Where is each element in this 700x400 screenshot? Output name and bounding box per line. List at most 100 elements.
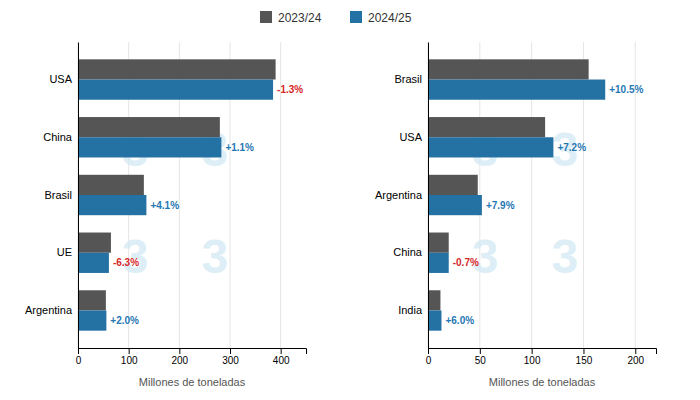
tick: 400 <box>273 348 290 366</box>
tick-label: 200 <box>171 355 188 366</box>
panel: 3333+6.0%-0.7%+7.9%+7.2%+10.5%0501001502… <box>375 42 657 388</box>
x-axis: 0 50 100 150 200 <box>426 348 657 366</box>
bar <box>78 310 106 330</box>
bar <box>78 253 109 273</box>
tick-label: 300 <box>222 355 239 366</box>
bar <box>78 117 220 137</box>
bar <box>428 290 440 310</box>
pct-label: +7.2% <box>557 142 586 153</box>
watermark: 3 <box>201 230 228 283</box>
tick-mark <box>532 348 533 354</box>
tick-label: UE <box>57 246 72 258</box>
tick: USA <box>49 73 78 85</box>
tick: 0 <box>76 348 82 366</box>
tick: 200 <box>171 348 188 366</box>
tick-mark <box>179 348 180 354</box>
tick-label: 50 <box>475 355 487 366</box>
bar <box>428 59 589 79</box>
pct-label: -0.7% <box>453 257 479 268</box>
tick-label: 400 <box>273 355 290 366</box>
tick-label: 200 <box>627 355 644 366</box>
annotations: +6.0% -0.7% +7.9% +7.2% +10.5% <box>445 84 643 326</box>
tick-mark <box>129 348 130 354</box>
bar <box>428 80 605 100</box>
pct-label: +10.5% <box>609 84 643 95</box>
tick-label: 0 <box>76 355 82 366</box>
tick: 0 <box>426 348 432 366</box>
bar <box>428 233 449 253</box>
tick: 100 <box>524 348 541 366</box>
y-axis: Brasil USA Argentina China India <box>375 43 429 349</box>
bar-series <box>78 59 276 310</box>
tick-label: USA <box>399 131 422 143</box>
watermark: 3 <box>122 230 149 283</box>
bar <box>78 59 276 79</box>
bar <box>78 80 273 100</box>
x-axis-title: Millones de toneladas <box>139 376 246 388</box>
tick-label: 150 <box>576 355 593 366</box>
pct-label: +4.1% <box>150 200 179 211</box>
tick: 200 <box>627 348 644 366</box>
pct-label: +1.1% <box>225 142 254 153</box>
tick: Argentina <box>25 304 78 316</box>
bar-series <box>428 80 605 331</box>
tick-label: China <box>393 246 423 258</box>
tick-label: 100 <box>524 355 541 366</box>
bar <box>428 310 441 330</box>
tick-mark <box>635 348 636 354</box>
tick: China <box>393 246 428 258</box>
x-axis: 0 100 200 300 400 <box>76 348 307 366</box>
tick-label: India <box>398 304 423 316</box>
tick-label: Argentina <box>375 189 423 201</box>
tick: 150 <box>576 348 593 366</box>
axis-line <box>78 43 79 349</box>
bar <box>78 195 146 215</box>
tick-mark <box>78 348 79 354</box>
bar <box>428 253 449 273</box>
tick: 100 <box>121 348 138 366</box>
bar <box>428 137 553 157</box>
tick: Argentina <box>375 189 428 201</box>
bars <box>78 59 276 330</box>
tick-mark <box>428 348 429 354</box>
watermark: 3 <box>472 230 499 283</box>
pct-label: +7.9% <box>486 200 515 211</box>
legend-label: 2023/24 <box>278 11 322 25</box>
legend-swatch <box>350 11 362 23</box>
watermark: 3 <box>551 230 578 283</box>
bar <box>78 137 221 157</box>
bar <box>78 175 144 195</box>
axis-line <box>428 43 429 349</box>
tick-label: Brasil <box>44 189 72 201</box>
tick: 300 <box>222 348 239 366</box>
grid <box>78 42 281 348</box>
tick-label: 100 <box>121 355 138 366</box>
tick-label: USA <box>49 73 72 85</box>
tick-label: China <box>43 131 73 143</box>
legend: 2023/24 2024/25 <box>260 11 412 25</box>
tick: China <box>43 131 78 143</box>
x-axis-title: Millones de toneladas <box>489 376 596 388</box>
tick-mark <box>281 348 282 354</box>
tick-mark <box>480 348 481 354</box>
legend-label: 2024/25 <box>368 11 412 25</box>
tick: 50 <box>475 348 487 366</box>
tick: Brasil <box>44 189 78 201</box>
grid-line <box>78 42 79 348</box>
tick: USA <box>399 131 428 143</box>
bar <box>428 195 482 215</box>
bar-series <box>78 80 273 331</box>
bar <box>428 175 478 195</box>
pct-label: +2.0% <box>110 315 139 326</box>
pct-label: +6.0% <box>445 315 474 326</box>
axis-line <box>429 349 657 355</box>
tick-label: Argentina <box>25 304 73 316</box>
grid <box>428 42 635 348</box>
grid-line <box>428 42 429 348</box>
bar <box>428 117 545 137</box>
tick-mark <box>583 348 584 354</box>
pct-label: -6.3% <box>113 257 139 268</box>
tick-label: Brasil <box>394 73 422 85</box>
bar <box>78 290 106 310</box>
tick: UE <box>57 246 78 258</box>
